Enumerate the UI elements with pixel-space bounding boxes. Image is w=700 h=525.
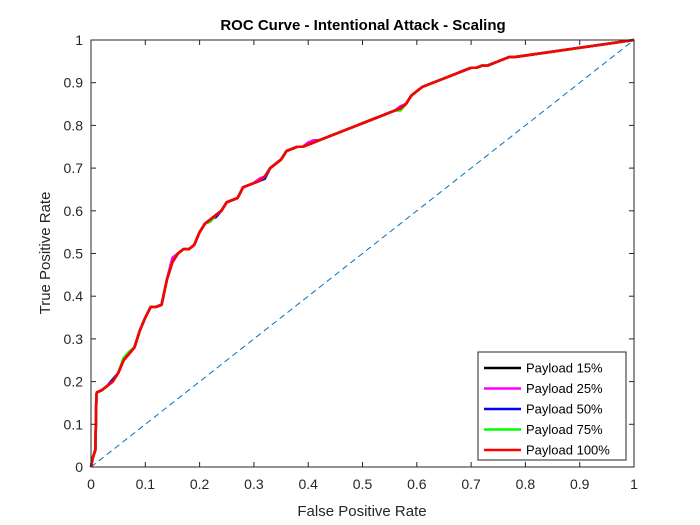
y-tick-label: 0.5	[64, 246, 84, 262]
y-tick-label: 0.7	[64, 160, 84, 176]
y-tick-label: 0	[75, 459, 83, 475]
x-axis-label: False Positive Rate	[297, 503, 426, 520]
y-tick-label: 0.1	[64, 416, 84, 432]
x-tick-label: 0.2	[190, 476, 210, 492]
legend-label-1: Payload 15%	[526, 361, 603, 376]
chart-title: ROC Curve - Intentional Attack - Scaling	[220, 17, 505, 34]
x-tick-label: 0.1	[136, 476, 156, 492]
x-tick-label: 0.5	[353, 476, 373, 492]
legend-label-2: Payload 25%	[526, 381, 603, 396]
x-tick-label: 1	[630, 476, 638, 492]
y-tick-label: 0.6	[64, 203, 84, 219]
x-tick-label: 0.4	[298, 476, 318, 492]
x-tick-label: 0.3	[244, 476, 264, 492]
legend-label-5: Payload 100%	[526, 443, 610, 458]
reference-diagonal-line	[90, 39, 635, 468]
x-tick-label: 0	[87, 476, 95, 492]
y-tick-label: 0.4	[64, 288, 84, 304]
x-tick-label: 0.6	[407, 476, 427, 492]
x-axis: 0 0.1 0.2 0.3 0.4 0.5 0.6 0.7 0.8 0.9 1	[87, 40, 638, 492]
legend: Payload 15% Payload 25% Payload 50% Payload…	[477, 351, 627, 461]
legend-label-3: Payload 50%	[526, 402, 603, 417]
plot-area	[89, 38, 635, 468]
x-tick-label: 0.8	[516, 476, 536, 492]
legend-label-4: Payload 75%	[526, 422, 603, 437]
legend-box	[477, 351, 627, 461]
y-tick-label: 1	[75, 32, 83, 48]
y-axis: 0 0.1 0.2 0.3 0.4 0.5 0.6 0.7 0.8 0.9 1	[64, 32, 634, 475]
y-tick-label: 0.3	[64, 331, 84, 347]
y-tick-label: 0.9	[64, 75, 84, 91]
y-tick-label: 0.8	[64, 117, 84, 133]
x-tick-label: 0.9	[570, 476, 590, 492]
series-line-5	[89, 38, 635, 468]
x-tick-label: 0.7	[461, 476, 481, 492]
y-axis-label: True Positive Rate	[37, 192, 54, 315]
y-tick-label: 0.2	[64, 374, 84, 390]
series-group	[89, 38, 635, 468]
